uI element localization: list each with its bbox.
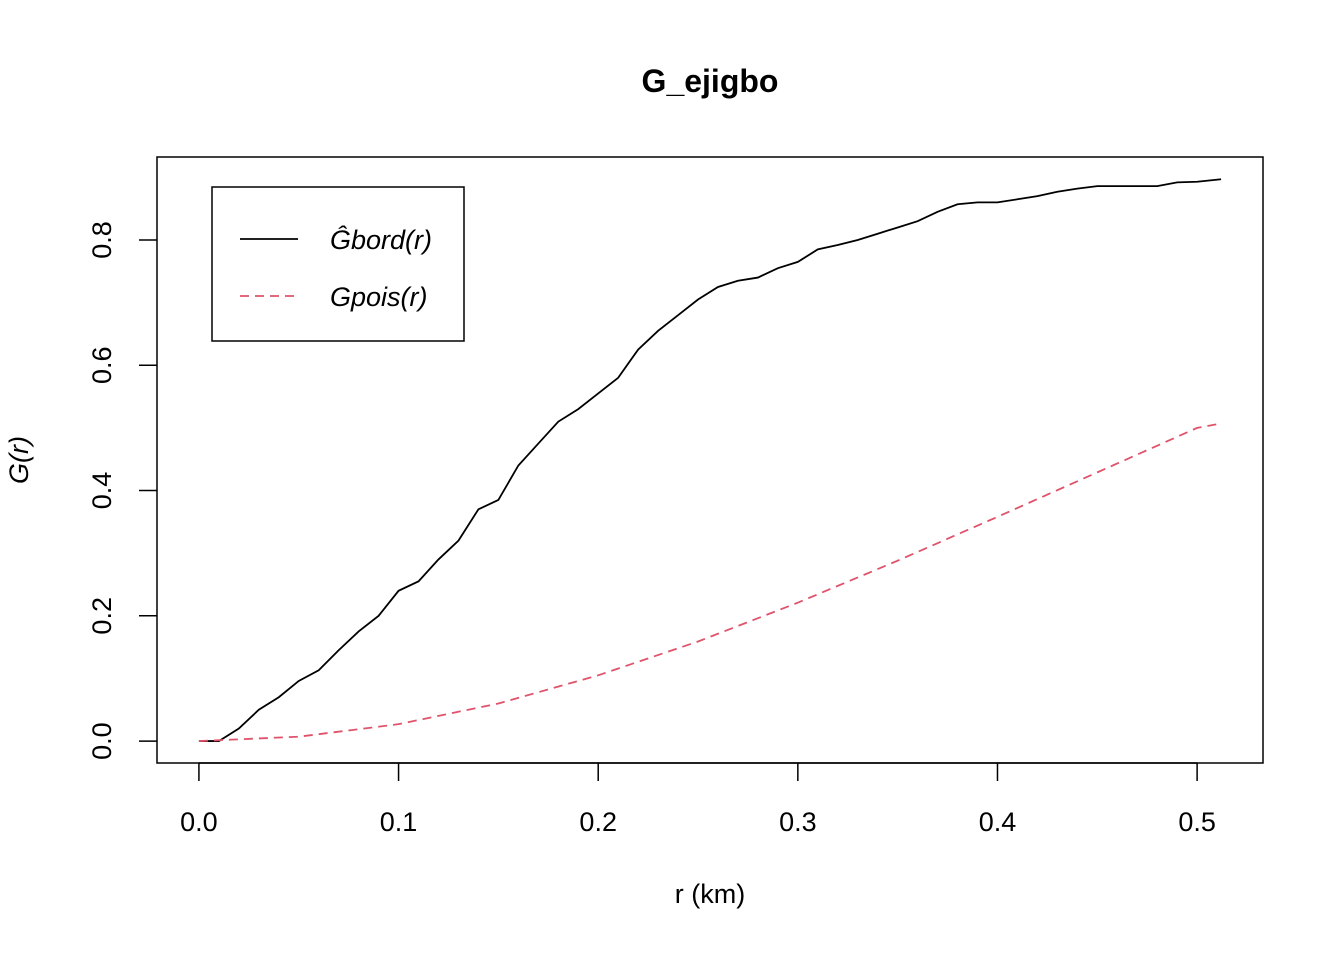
legend-label: Gpois(r) (330, 282, 428, 312)
series-line (198, 178, 1222, 742)
y-tick-label: 0.2 (87, 597, 117, 635)
x-tick-label: 0.5 (1178, 807, 1216, 837)
x-tick-label: 0.0 (180, 807, 218, 837)
y-tick-label: 0.8 (87, 221, 117, 259)
x-tick-label: 0.2 (579, 807, 617, 837)
legend-label: Ĝbord(r) (330, 224, 432, 255)
x-axis-label: r (km) (675, 879, 745, 909)
y-axis-label: G(r) (4, 436, 34, 484)
x-tick-label: 0.1 (380, 807, 418, 837)
series-line (198, 422, 1222, 742)
y-tick-label: 0.4 (87, 472, 117, 510)
legend-box (211, 186, 465, 342)
y-tick-label: 0.0 (87, 722, 117, 760)
x-tick-label: 0.4 (979, 807, 1017, 837)
x-tick-label: 0.3 (779, 807, 817, 837)
y-tick-label: 0.6 (87, 346, 117, 384)
chart-title: G_ejigbo (642, 63, 779, 99)
